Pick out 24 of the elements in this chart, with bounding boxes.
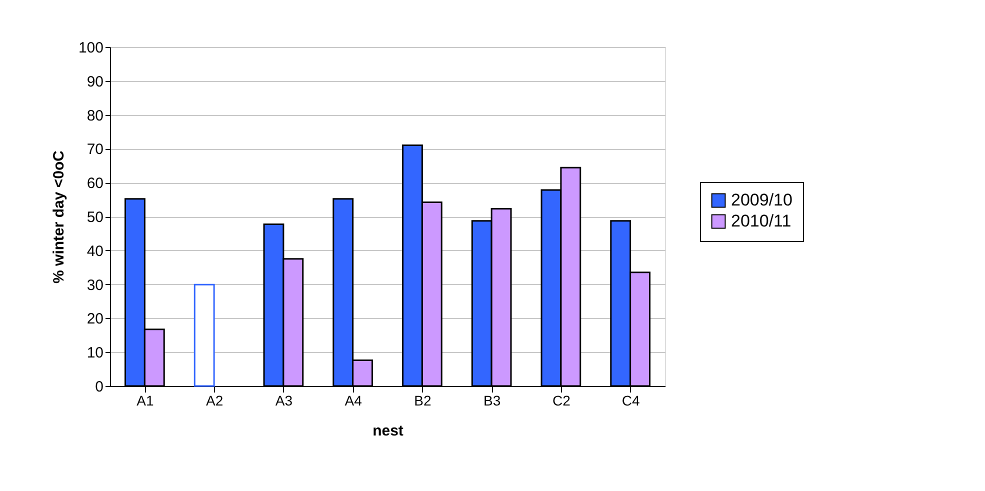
x-axis-title: nest — [372, 422, 404, 440]
x-tick-label: A3 — [275, 392, 293, 408]
y-axis-title: % winter day <0oC — [50, 150, 68, 284]
x-tick-label: A4 — [344, 392, 362, 408]
y-tick-label: 50 — [86, 209, 104, 226]
y-tick-label: 30 — [86, 276, 104, 294]
legend-label: 2010/11 — [731, 212, 792, 230]
x-tick-label: C2 — [552, 392, 571, 408]
y-tick-label: 20 — [86, 310, 104, 328]
y-tick-label: 100 — [78, 40, 104, 56]
y-tick-label: 80 — [86, 107, 104, 124]
x-tick-label: C4 — [622, 392, 640, 408]
x-tick-label: A1 — [136, 392, 154, 408]
y-tick-label: 40 — [86, 242, 104, 260]
x-tick-label: A2 — [206, 392, 224, 408]
y-tick-label: 0 — [95, 378, 104, 396]
y-tick-label: 10 — [86, 344, 104, 362]
y-tick-label: 70 — [86, 141, 104, 158]
bar — [194, 284, 215, 387]
x-tick-label: B3 — [484, 392, 501, 408]
y-tick-label: 90 — [86, 73, 104, 90]
y-tick-label: 60 — [86, 175, 104, 192]
legend-label: 2009/10 — [731, 190, 792, 210]
x-tick-label: B2 — [414, 392, 432, 408]
